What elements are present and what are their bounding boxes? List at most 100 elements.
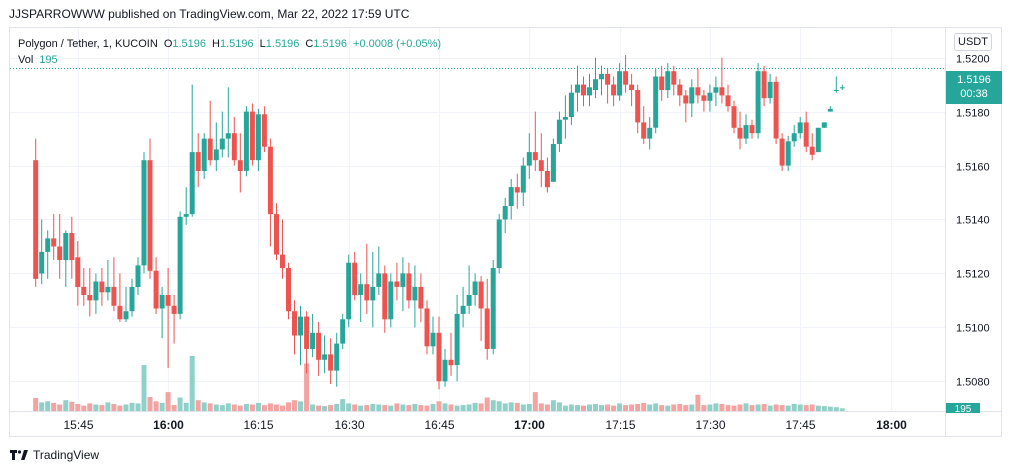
candle-body	[388, 281, 394, 320]
y-tick-label: 1.5140	[956, 215, 990, 227]
volume-bar	[105, 402, 111, 411]
candle-body	[189, 152, 195, 215]
candle-body	[328, 354, 334, 371]
candle-body	[605, 73, 611, 85]
chart-frame[interactable]	[9, 27, 1002, 437]
candle-body	[274, 214, 279, 255]
x-tick-label: 17:30	[695, 418, 725, 432]
volume-bar	[647, 404, 653, 411]
candle-body	[791, 133, 797, 142]
volume-bar	[593, 404, 598, 411]
volume-bar	[364, 405, 370, 411]
candle-body	[237, 160, 243, 171]
candle-body	[677, 84, 683, 96]
footer[interactable]: TradingView	[10, 448, 99, 462]
candle-body	[593, 79, 598, 90]
time-axis[interactable]: 15:45 16:00 16:15 16:30 16:45 17:00 17:15 17:30…	[63, 418, 907, 432]
high-label: H	[212, 38, 220, 50]
candle-body	[454, 313, 460, 366]
volume-bar	[316, 405, 322, 411]
volume-bar	[406, 405, 412, 411]
candle-body	[695, 87, 701, 96]
price-axis[interactable]: 1.5080 1.5100 1.5120 1.5140 1.5160 1.5180 1.52…	[956, 54, 990, 389]
candle-body	[231, 133, 237, 161]
open-value: 1.5196	[172, 38, 207, 50]
candle-body	[797, 122, 803, 134]
candle-body	[496, 219, 502, 268]
volume-bar	[153, 401, 159, 411]
candle-body	[286, 268, 291, 312]
candle-body	[839, 87, 845, 89]
candle-body	[69, 233, 75, 260]
volume-bar	[255, 402, 261, 411]
volume-bar	[623, 405, 629, 411]
volume-bar	[87, 403, 93, 411]
candle-body	[201, 138, 207, 171]
tradingview-brand: TradingView	[33, 448, 100, 462]
tradingview-logo-icon	[10, 449, 28, 461]
volume-bar	[358, 405, 364, 411]
y-tick-label: 1.5200	[956, 54, 990, 66]
candle-body	[653, 76, 659, 128]
volume-bar	[123, 404, 129, 411]
volume-bar	[352, 404, 358, 411]
volume-bar	[568, 404, 574, 411]
candle-body	[111, 286, 117, 306]
candle-body	[827, 108, 833, 112]
candle-body	[358, 284, 364, 295]
candle-body	[298, 316, 303, 336]
candle-body	[418, 286, 424, 309]
volume-bar	[484, 397, 490, 411]
x-tick-label: 15:45	[63, 418, 93, 432]
y-tick-label: 1.5180	[956, 108, 990, 120]
candle-body	[346, 262, 352, 320]
publisher-header: JJSPARROWWW published on TradingView.com…	[9, 7, 410, 21]
volume-bar	[839, 408, 845, 411]
candle-body	[665, 71, 671, 91]
candle-body	[749, 125, 755, 134]
candle-body	[568, 92, 574, 117]
volume-bar	[322, 406, 328, 411]
candle-body	[376, 273, 382, 287]
candle-body	[472, 281, 478, 295]
candle-body	[635, 90, 641, 123]
candle-body	[671, 71, 677, 85]
candle-body	[159, 295, 165, 309]
volume-bar	[544, 404, 550, 411]
volume-bar	[797, 404, 803, 411]
candle-body	[743, 125, 749, 139]
currency-button[interactable]: USDT	[954, 33, 992, 51]
volume-bar	[520, 404, 526, 411]
volume-bar	[117, 405, 123, 411]
candle-body	[731, 106, 737, 128]
candle-body	[683, 95, 689, 104]
x-tick-label: 16:30	[334, 418, 364, 432]
candle-body	[701, 95, 707, 101]
volume-bar	[785, 405, 791, 411]
candle-body	[719, 87, 725, 96]
volume-bar	[514, 402, 520, 411]
volume-bar	[761, 404, 767, 411]
candle-body	[183, 214, 189, 217]
volume-bar	[803, 405, 809, 411]
candle-body	[436, 332, 442, 382]
symbol-name[interactable]: Polygon / Tether, 1, KUCOIN	[18, 38, 158, 50]
volume-bar	[755, 404, 761, 411]
volume-bar	[587, 404, 592, 411]
candle-body	[767, 81, 773, 99]
volume-bar	[436, 401, 442, 411]
candle-body	[207, 138, 213, 161]
candle-body	[267, 146, 273, 215]
volume-bar	[538, 403, 544, 411]
volume-bar	[292, 400, 297, 411]
volume-value: 195	[39, 54, 58, 66]
volume-bar	[719, 404, 725, 411]
candle-body	[460, 305, 466, 314]
volume-bar	[237, 405, 243, 411]
legend: Polygon / Tether, 1, KUCOIN O1.5196 H1.519…	[18, 36, 441, 68]
volume-bar	[809, 404, 815, 411]
candle-body	[213, 149, 219, 161]
volume-bar	[183, 402, 189, 411]
volume-bar	[550, 400, 556, 411]
